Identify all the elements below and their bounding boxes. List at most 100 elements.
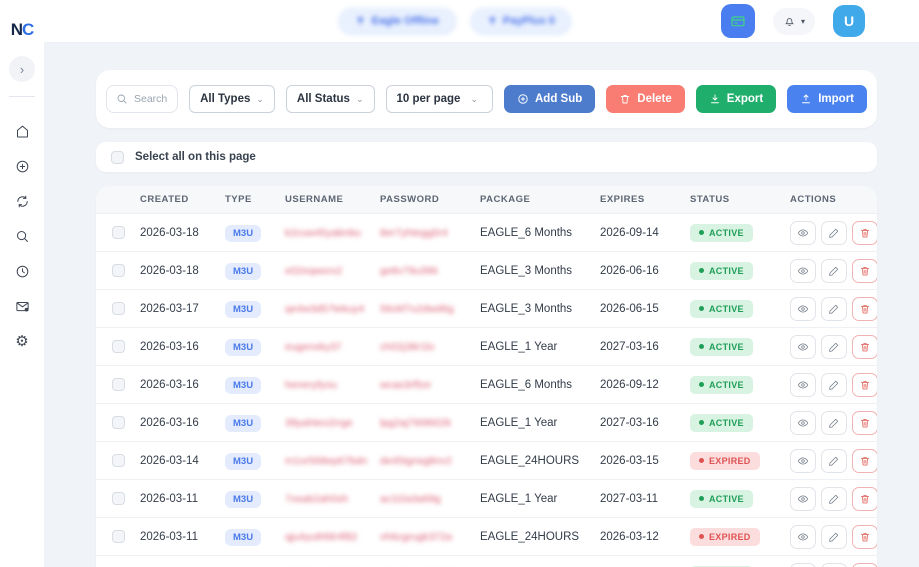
view-button[interactable] xyxy=(790,296,816,321)
header-status-pills: Eagle Offline PayPlus 0 xyxy=(338,7,572,35)
edit-button[interactable] xyxy=(821,334,847,359)
per-page-select[interactable]: 10 per page ⌄ xyxy=(385,85,493,113)
username-cell: qju4yuthfdr4f82 xyxy=(285,530,358,543)
edit-button[interactable] xyxy=(821,220,847,245)
row-checkbox[interactable] xyxy=(111,264,125,277)
sidebar-item-search[interactable] xyxy=(14,228,30,244)
edit-button[interactable] xyxy=(821,258,847,283)
row-delete-button[interactable] xyxy=(852,562,877,567)
package-cell: EAGLE_24HOURS xyxy=(480,530,580,543)
package-cell: EAGLE_24HOURS xyxy=(480,454,580,467)
app-logo[interactable]: NC xyxy=(10,20,35,39)
status-filter-select[interactable]: All Status ⌄ xyxy=(285,85,375,113)
username-cell: 7osab2ah0sh xyxy=(285,492,349,505)
type-badge: M3U xyxy=(225,300,262,318)
row-delete-button[interactable] xyxy=(852,524,877,549)
row-checkbox[interactable] xyxy=(111,416,125,429)
expires-cell: 2027-03-16 xyxy=(600,340,659,353)
sidebar-item-messages[interactable] xyxy=(14,298,30,314)
row-delete-button[interactable] xyxy=(852,448,877,473)
row-checkbox[interactable] xyxy=(111,378,125,391)
filter-toolbar: All Types ⌄ All Status ⌄ 10 per page ⌄ A… xyxy=(96,70,877,128)
add-sub-button[interactable]: Add Sub xyxy=(503,85,596,113)
column-header-username: USERNAME xyxy=(285,194,344,205)
view-button[interactable] xyxy=(790,410,816,435)
sidebar-item-refresh[interactable] xyxy=(14,193,30,209)
view-button[interactable] xyxy=(790,524,816,549)
row-delete-button[interactable] xyxy=(852,372,877,397)
username-cell: 39yahteo2rrge xyxy=(285,416,353,429)
sidebar: NC › ⚙ xyxy=(0,0,44,567)
sidebar-item-home[interactable] xyxy=(14,123,30,139)
select-all-label: Select all on this page xyxy=(135,151,256,163)
eye-icon xyxy=(797,381,809,388)
row-delete-button[interactable] xyxy=(852,220,877,245)
created-cell: 2026-03-11 xyxy=(140,492,198,505)
username-cell: eugenxky37 xyxy=(285,340,342,353)
view-button[interactable] xyxy=(790,486,816,511)
type-badge: M3U xyxy=(225,224,262,242)
expires-cell: 2026-03-12 xyxy=(600,530,659,543)
eye-icon xyxy=(797,533,809,540)
row-checkbox[interactable] xyxy=(111,340,125,353)
row-checkbox[interactable] xyxy=(111,302,125,315)
edit-button[interactable] xyxy=(821,296,847,321)
eye-icon xyxy=(797,305,809,312)
settings-icon: ⚙ xyxy=(15,332,29,350)
view-button[interactable] xyxy=(790,220,816,245)
edit-button[interactable] xyxy=(821,372,847,397)
row-checkbox[interactable] xyxy=(111,454,125,467)
upload-icon xyxy=(802,94,811,104)
edit-button[interactable] xyxy=(821,524,847,549)
table-row: 2026-03-11 M3U 7osab2ah0sh ac1t2a3a69g E… xyxy=(96,480,877,518)
column-header-package: PACKAGE xyxy=(480,194,531,205)
search-input[interactable] xyxy=(134,93,169,105)
credits-button[interactable] xyxy=(720,4,755,38)
pencil-icon xyxy=(829,532,839,542)
delete-button[interactable]: Delete xyxy=(606,85,685,113)
status-badge: ACTIVE xyxy=(690,261,753,280)
server-status-pill-2[interactable]: PayPlus 0 xyxy=(469,7,572,35)
notifications-button[interactable]: ▾ xyxy=(772,7,815,35)
row-checkbox[interactable] xyxy=(111,492,125,505)
row-delete-button[interactable] xyxy=(852,410,877,435)
view-button[interactable] xyxy=(790,562,816,567)
row-delete-button[interactable] xyxy=(852,296,877,321)
edit-button[interactable] xyxy=(821,410,847,435)
row-checkbox[interactable] xyxy=(111,226,125,239)
type-filter-select[interactable]: All Types ⌄ xyxy=(189,85,275,113)
edit-button[interactable] xyxy=(821,486,847,511)
type-badge: M3U xyxy=(225,452,262,470)
view-button[interactable] xyxy=(790,334,816,359)
user-avatar[interactable]: U xyxy=(833,5,865,37)
row-delete-button[interactable] xyxy=(852,258,877,283)
chevron-down-icon: ⌄ xyxy=(355,93,364,104)
type-badge: M3U xyxy=(225,414,262,432)
view-button[interactable] xyxy=(790,372,816,397)
sidebar-item-settings[interactable]: ⚙ xyxy=(14,333,30,349)
view-button[interactable] xyxy=(790,448,816,473)
row-delete-button[interactable] xyxy=(852,486,877,511)
download-icon xyxy=(710,94,719,104)
row-checkbox[interactable] xyxy=(111,530,125,543)
column-header-created: CREATED xyxy=(140,194,189,205)
row-delete-button[interactable] xyxy=(852,334,877,359)
sidebar-collapse-button[interactable]: › xyxy=(9,56,35,82)
status-badge: ACTIVE xyxy=(690,489,753,508)
import-button[interactable]: Import xyxy=(787,85,867,113)
created-cell: 2026-03-18 xyxy=(140,226,199,239)
select-all-checkbox[interactable] xyxy=(111,150,124,164)
eye-icon xyxy=(797,229,809,236)
pencil-icon xyxy=(829,380,839,390)
search-box[interactable] xyxy=(106,85,179,113)
sidebar-item-history[interactable] xyxy=(14,263,30,279)
edit-button[interactable] xyxy=(821,562,847,567)
eye-icon xyxy=(797,495,809,502)
pencil-icon xyxy=(829,266,839,276)
server-status-pill-1[interactable]: Eagle Offline xyxy=(338,7,456,35)
edit-button[interactable] xyxy=(821,448,847,473)
sidebar-item-add[interactable] xyxy=(14,158,30,174)
view-button[interactable] xyxy=(790,258,816,283)
export-button[interactable]: Export xyxy=(695,85,777,113)
table-row: 2026-03-18 M3U e02eqworx2 ge8v79u396 EAG… xyxy=(96,252,877,290)
